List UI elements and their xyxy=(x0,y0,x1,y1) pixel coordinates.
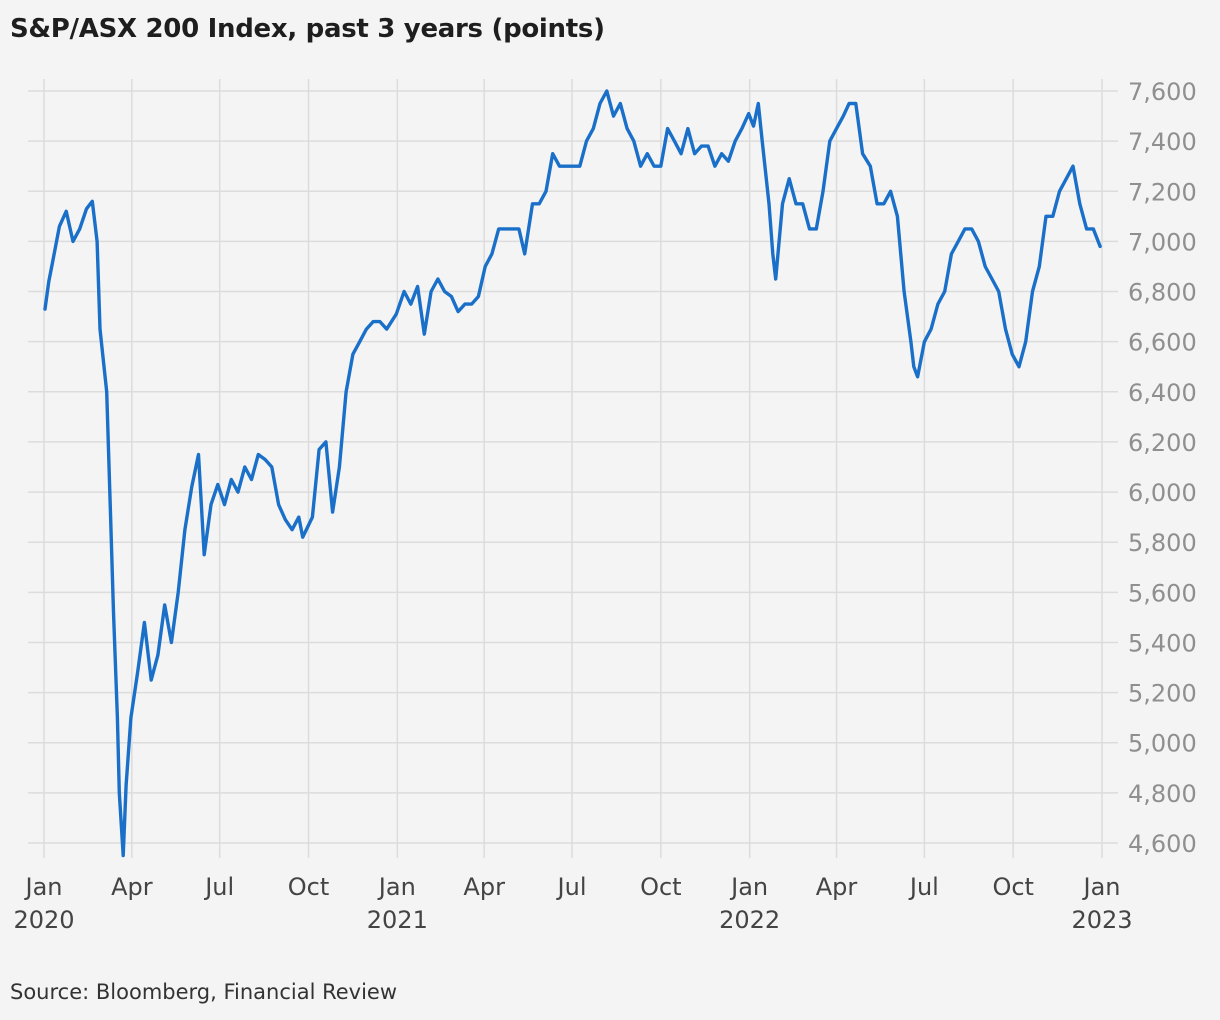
y-tick-label: 5,000 xyxy=(1128,730,1197,758)
line-chart: 4,600 4,800 5,000 5,200 5,400 5,600 5,800 6,000… xyxy=(13,78,1197,934)
y-tick-label: 7,200 xyxy=(1128,178,1197,206)
y-tick-label: 7,000 xyxy=(1128,228,1197,256)
x-tick-year: 2020 xyxy=(13,906,74,934)
chart-title: S&P/ASX 200 Index, past 3 years (points) xyxy=(10,14,605,44)
y-tick-label: 4,600 xyxy=(1128,830,1197,858)
y-tick-label: 6,600 xyxy=(1128,329,1197,357)
x-axis-ticks: Jan 2020 Apr Jul Oct Jan 2021 Apr Jul Oct Jan 2022 A… xyxy=(13,873,1132,934)
x-tick-month: Jan xyxy=(1082,873,1121,901)
index-series-line xyxy=(43,89,1102,858)
x-tick-month: Jul xyxy=(556,873,587,901)
x-tick-month: Apr xyxy=(816,873,858,901)
y-tick-label: 6,400 xyxy=(1128,379,1197,407)
y-tick-label: 6,800 xyxy=(1128,279,1197,307)
x-tick-month: Apr xyxy=(111,873,153,901)
x-tick-year: 2023 xyxy=(1071,906,1132,934)
x-tick-month: Jan xyxy=(729,873,768,901)
y-tick-label: 6,200 xyxy=(1128,429,1197,457)
y-tick-label: 6,000 xyxy=(1128,479,1197,507)
x-tick-month: Jan xyxy=(24,873,63,901)
source-note: Source: Bloomberg, Financial Review xyxy=(10,980,398,1004)
y-tick-label: 5,200 xyxy=(1128,680,1197,708)
y-tick-label: 4,800 xyxy=(1128,780,1197,808)
x-tick-month: Jul xyxy=(203,873,234,901)
y-tick-label: 7,400 xyxy=(1128,128,1197,156)
x-tick-month: Apr xyxy=(463,873,505,901)
gridlines xyxy=(28,79,1118,858)
y-axis-ticks: 4,600 4,800 5,000 5,200 5,400 5,600 5,800 6,000… xyxy=(1128,78,1197,858)
y-tick-label: 5,400 xyxy=(1128,629,1197,657)
x-tick-year: 2022 xyxy=(719,906,780,934)
x-tick-month: Oct xyxy=(992,873,1034,901)
x-tick-month: Oct xyxy=(640,873,682,901)
x-tick-month: Jan xyxy=(377,873,416,901)
x-tick-year: 2021 xyxy=(367,906,428,934)
y-tick-label: 5,600 xyxy=(1128,579,1197,607)
x-tick-month: Jul xyxy=(908,873,939,901)
x-tick-month: Oct xyxy=(288,873,330,901)
y-tick-label: 7,600 xyxy=(1128,78,1197,106)
y-tick-label: 5,800 xyxy=(1128,529,1197,557)
